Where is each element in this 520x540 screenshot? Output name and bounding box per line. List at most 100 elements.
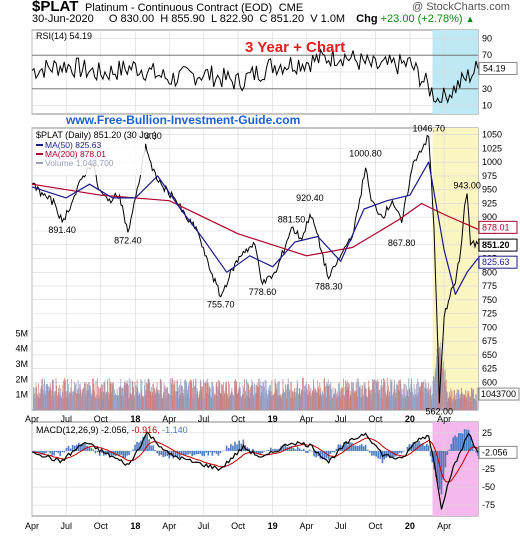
volume-bar (139, 392, 141, 410)
volume-bar (70, 378, 72, 410)
volume-bar (396, 384, 398, 410)
x-tick-label: 19 (268, 414, 278, 424)
volume-bar (276, 394, 278, 410)
volume-bar (293, 398, 294, 410)
volume-bar (159, 390, 161, 410)
volume-bar (311, 393, 313, 410)
volume-bar (158, 393, 160, 410)
volume-bar (174, 383, 175, 410)
volume-bar (36, 396, 38, 410)
volume-bar (72, 391, 74, 410)
volume-bar (90, 389, 92, 410)
volume-bar (147, 379, 149, 410)
volume-bar (149, 391, 151, 410)
volume-bar (74, 387, 76, 410)
volume-bar (121, 395, 123, 410)
volume-bar (431, 395, 433, 410)
volume-bar (393, 385, 395, 410)
volume-bar (197, 398, 199, 410)
volume-bar (343, 378, 344, 410)
macd-tick-label: -25 (482, 464, 495, 474)
price-badge (478, 255, 518, 269)
volume-bar (412, 397, 414, 410)
volume-bar (299, 388, 301, 410)
volume-bar (413, 383, 415, 410)
volume-bar (369, 393, 371, 410)
volume-bar (338, 382, 340, 410)
volume-bar (212, 381, 213, 410)
volume-bar (175, 380, 177, 410)
volume-bar (408, 387, 410, 410)
volume-bar (358, 385, 360, 410)
volume-bar (133, 396, 135, 410)
volume-bar (63, 398, 65, 410)
volume-bar (50, 390, 52, 410)
volume-bar (412, 391, 413, 410)
volume-bar (59, 396, 61, 410)
volume-last-badge (478, 387, 520, 401)
volume-bar (35, 383, 37, 410)
volume-bar (58, 387, 60, 410)
volume-bar (197, 391, 199, 410)
volume-bar (375, 380, 377, 410)
volume-bar (409, 389, 411, 410)
volume-bar (102, 398, 104, 410)
volume-bar (346, 383, 348, 410)
volume-bar (81, 392, 83, 410)
x-tick-label: Jul (198, 414, 210, 424)
price-annotation: 1033.30 (129, 131, 162, 141)
x-tick-label-bottom: Apr (25, 521, 39, 531)
volume-bar (80, 389, 82, 410)
volume-bar (416, 383, 418, 410)
volume-bar (307, 383, 309, 410)
volume-bar (146, 384, 148, 410)
volume-bar (353, 382, 354, 410)
volume-bar (208, 386, 210, 410)
volume-bar (105, 392, 107, 410)
volume-bar (248, 383, 250, 410)
volume-bar (373, 380, 374, 410)
volume-bar (98, 396, 100, 410)
volume-bar (469, 401, 471, 410)
volume-bar (398, 380, 400, 410)
volume-bar (164, 391, 165, 410)
volume-bar (73, 391, 74, 410)
volume-bar (441, 359, 442, 410)
volume-bar (250, 385, 252, 410)
volume-bar (136, 392, 137, 410)
volume-bar (286, 398, 288, 410)
volume-bar (185, 381, 187, 410)
volume-bar (47, 385, 49, 410)
volume-bar (330, 389, 332, 410)
volume-bar (118, 395, 120, 410)
volume-bar (143, 397, 144, 410)
volume-bar (185, 379, 186, 410)
volume-bar (439, 347, 441, 410)
volume-bar (425, 388, 427, 410)
price-legend-item: Volume 1,043,700 (45, 158, 114, 168)
volume-bar (191, 387, 193, 410)
volume-bar (57, 392, 59, 410)
volume-bar (181, 385, 183, 410)
volume-bar (254, 385, 256, 410)
volume-bar (393, 392, 394, 410)
price-tick-label: 800 (482, 267, 497, 277)
volume-bar (46, 383, 47, 410)
volume-bar (259, 385, 261, 410)
price-annotation: 920.40 (296, 193, 324, 203)
volume-bar (295, 387, 297, 410)
volume-bar (194, 386, 195, 410)
volume-bar (188, 382, 190, 410)
volume-bar (410, 384, 412, 410)
volume-bar (157, 389, 159, 410)
watermark: @ StockCharts.com (412, 1, 510, 13)
quote-ohlc: O 830.00 H 855.90 L 822.90 C 851.20 V 1.… (108, 13, 346, 25)
volume-bar (253, 398, 255, 410)
volume-bar (169, 394, 171, 410)
volume-bar (417, 392, 419, 410)
volume-bar (195, 379, 197, 410)
volume-bar (367, 387, 369, 410)
volume-bar (205, 384, 206, 410)
volume-bar (179, 394, 181, 410)
volume-bar (176, 391, 178, 410)
